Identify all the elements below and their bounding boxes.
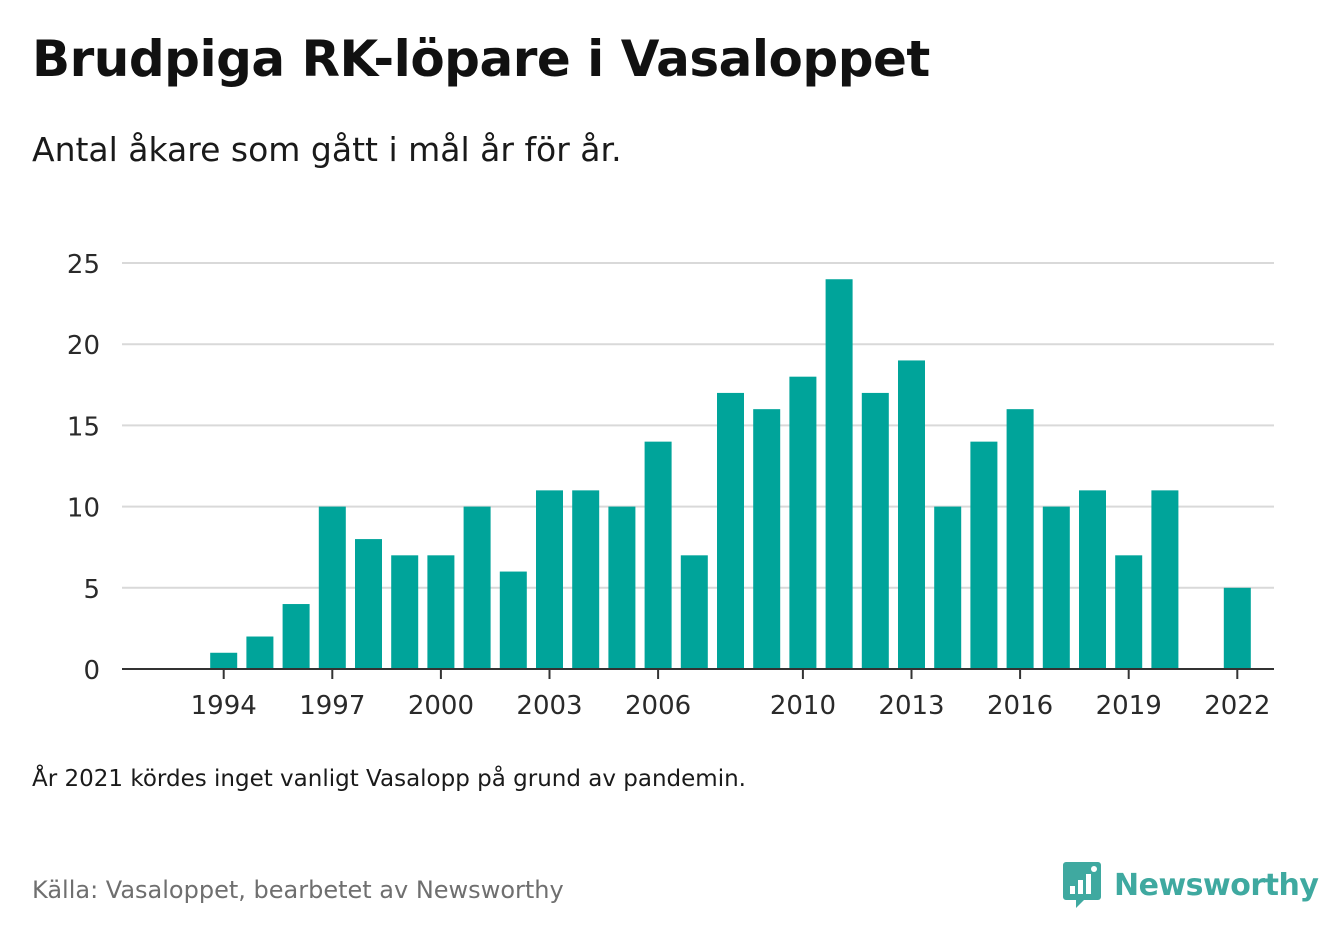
bar (680, 555, 708, 669)
x-tick-label: 2006 (625, 691, 691, 721)
newsworthy-logo-icon (1063, 862, 1101, 908)
bar (753, 409, 781, 669)
x-tick-label: 2013 (878, 691, 944, 721)
y-tick-label: 20 (67, 331, 100, 361)
bar (499, 571, 527, 669)
y-tick-label: 25 (67, 250, 100, 280)
bar (1079, 490, 1106, 669)
bar (318, 506, 346, 669)
bar (1223, 587, 1251, 669)
bar (246, 636, 274, 669)
bar (717, 392, 744, 669)
x-tick-label: 1994 (191, 691, 257, 721)
bar-chart: 0 5 10 15 20 25 1994 1997 2000 2003 2006 2010 2013 20… (67, 250, 1274, 721)
bar (1006, 409, 1034, 669)
bar (644, 441, 672, 669)
bar (789, 376, 817, 669)
x-tick-label: 2000 (408, 691, 474, 721)
bar (463, 506, 491, 669)
bar (355, 539, 382, 669)
bar (1151, 490, 1179, 669)
y-tick-label: 0 (83, 656, 100, 686)
bar (1042, 506, 1070, 669)
bar (391, 555, 419, 669)
x-tick-label: 2016 (987, 691, 1053, 721)
bar (282, 604, 310, 669)
bar (861, 392, 889, 669)
bar (210, 652, 238, 669)
bar (608, 506, 636, 669)
footnote: År 2021 kördes inget vanligt Vasalopp på… (32, 766, 746, 792)
bar (572, 490, 600, 669)
x-tick-label: 1997 (299, 691, 365, 721)
source-credit: Källa: Vasaloppet, bearbetet av Newswort… (32, 876, 564, 904)
bar (970, 441, 998, 669)
y-tick-label: 5 (83, 575, 100, 605)
x-tick-label: 2022 (1204, 691, 1270, 721)
bar (934, 506, 962, 669)
y-tick-label: 15 (67, 412, 100, 442)
x-tick-label: 2003 (516, 691, 582, 721)
bar (1115, 555, 1143, 669)
brand-name: Newsworthy (1114, 867, 1319, 903)
bar (536, 490, 563, 669)
x-tick-label: 2019 (1096, 691, 1162, 721)
bar (898, 360, 925, 669)
brand-logo: Newsworthy (1062, 860, 1319, 910)
y-tick-label: 10 (67, 494, 100, 524)
x-tick-label: 2010 (770, 691, 836, 721)
bar (825, 279, 853, 669)
chart-subtitle: Antal åkare som gått i mål år för år. (32, 130, 622, 169)
bar (427, 555, 455, 669)
chart-title: Brudpiga RK-löpare i Vasaloppet (32, 30, 930, 88)
